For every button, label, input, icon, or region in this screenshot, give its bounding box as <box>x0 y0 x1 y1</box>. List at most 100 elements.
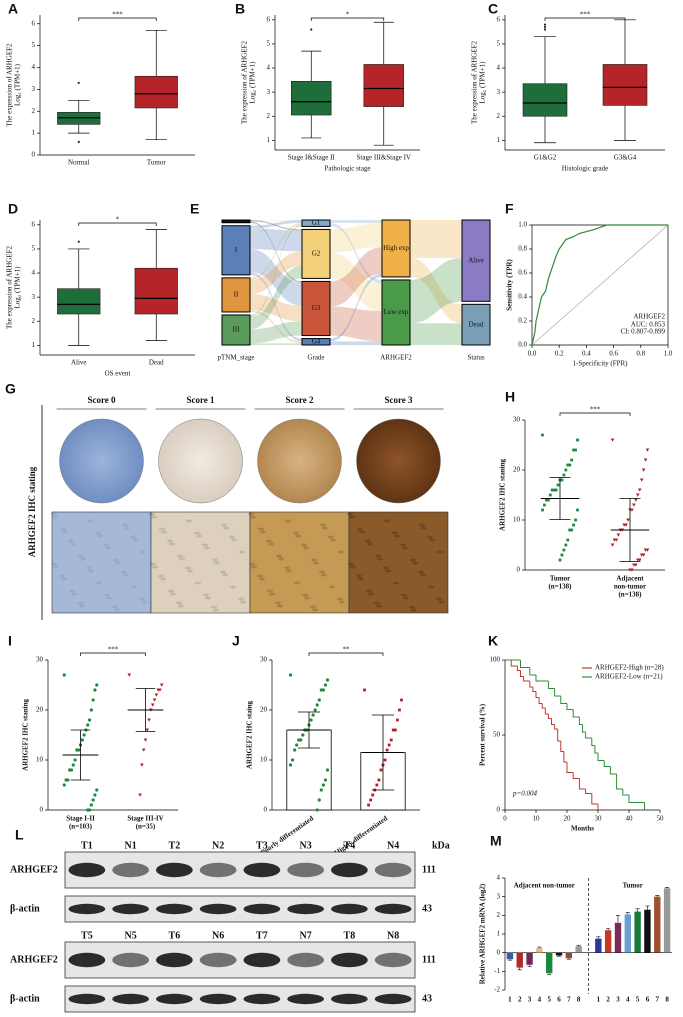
dot <box>548 493 552 497</box>
texture <box>131 585 137 589</box>
x-axis-label: Months <box>571 825 594 833</box>
significance-bracket <box>78 222 157 226</box>
band <box>199 862 237 878</box>
texture <box>86 566 92 570</box>
ihc-core <box>158 418 243 504</box>
texture <box>60 527 66 531</box>
texture <box>284 566 290 570</box>
y-tick-label: 0.2 <box>518 317 527 325</box>
dot <box>313 708 317 712</box>
texture <box>350 565 356 569</box>
y-tick-label: 0.8 <box>518 245 527 253</box>
x-tick-label: 6 <box>557 996 561 1004</box>
dot <box>293 748 297 752</box>
score-label: Score 3 <box>384 395 413 405</box>
y-tick-label: 4 <box>32 63 36 71</box>
kda-header: kDa <box>432 840 450 851</box>
reference-line <box>531 224 669 346</box>
x-tick-label: 7 <box>656 996 660 1004</box>
x-axis-label: Histologic grade <box>562 165 608 173</box>
kda-value: 111 <box>422 954 436 965</box>
texture <box>177 554 183 558</box>
texture <box>421 526 427 530</box>
survival-step <box>591 738 595 746</box>
flow <box>250 224 302 317</box>
texture <box>230 585 236 589</box>
y-axis-label: ARHGEF2 IHC staning <box>22 699 30 771</box>
band <box>199 903 237 915</box>
dot <box>610 543 615 547</box>
dot <box>564 543 568 547</box>
dot <box>138 793 142 797</box>
dot <box>323 683 328 687</box>
texture <box>167 539 173 543</box>
lane-label: N7 <box>300 930 312 941</box>
band <box>243 993 281 1005</box>
texture <box>113 558 119 562</box>
texture <box>71 592 77 596</box>
dot <box>87 718 92 722</box>
band <box>199 952 237 968</box>
lane-label: T4 <box>344 840 356 851</box>
dot <box>86 723 90 727</box>
protein-label: ARHGEF2 <box>10 864 58 875</box>
dot <box>301 733 305 737</box>
texture <box>68 539 74 543</box>
x-tick-label: 3 <box>528 996 532 1004</box>
y-tick-label: 2 <box>32 317 36 325</box>
survival-step <box>532 687 536 692</box>
dot <box>635 493 640 497</box>
bar <box>604 930 612 953</box>
survival-step <box>523 676 530 682</box>
y-axis-label: Percent survival (%) <box>479 703 487 766</box>
significance-label: * <box>346 11 350 19</box>
y-tick-label: 0 <box>497 948 501 956</box>
texture <box>376 604 382 608</box>
dot <box>73 758 77 762</box>
y-tick-label: 10 <box>36 756 44 764</box>
dot <box>643 458 648 462</box>
texture <box>97 534 103 538</box>
survival-step <box>566 703 574 710</box>
band <box>243 903 281 915</box>
sankey-node <box>301 338 331 346</box>
texture <box>152 565 158 569</box>
ihc-field <box>51 511 152 614</box>
node-label: G3 <box>312 304 321 312</box>
panel-letter: I <box>8 633 12 649</box>
dot <box>89 708 93 712</box>
dot <box>311 713 315 717</box>
protein-label: β-actin <box>10 993 40 1004</box>
y-tick-label: 3 <box>497 88 501 96</box>
y-axis-label: ARHGEF2 IHC staning <box>499 459 507 531</box>
outlier <box>543 23 547 26</box>
x-tick-label: Stage I&Stage II <box>288 154 336 162</box>
dot <box>398 708 401 712</box>
x-tick-label: 6 <box>646 996 650 1004</box>
outlier <box>543 25 547 29</box>
dot <box>325 768 330 772</box>
band <box>243 952 281 968</box>
y-tick-label: 3 <box>32 85 36 93</box>
y-tick-label: 6 <box>32 19 36 27</box>
dot <box>572 448 576 452</box>
dot <box>393 728 397 732</box>
texture <box>176 601 182 605</box>
texture <box>319 570 325 574</box>
survival-step <box>535 691 540 698</box>
column-label: Grade <box>307 354 324 362</box>
texture <box>403 596 409 600</box>
node-label: II <box>234 291 239 299</box>
dot <box>641 468 646 472</box>
sankey-node <box>461 303 491 346</box>
dot <box>383 758 387 762</box>
texture <box>103 543 109 547</box>
x-tick-label: non-tumor <box>614 583 646 591</box>
texture <box>410 558 416 562</box>
dot <box>93 793 97 797</box>
texture <box>223 526 229 530</box>
texture <box>301 543 307 547</box>
texture <box>328 535 334 539</box>
texture <box>170 592 176 596</box>
